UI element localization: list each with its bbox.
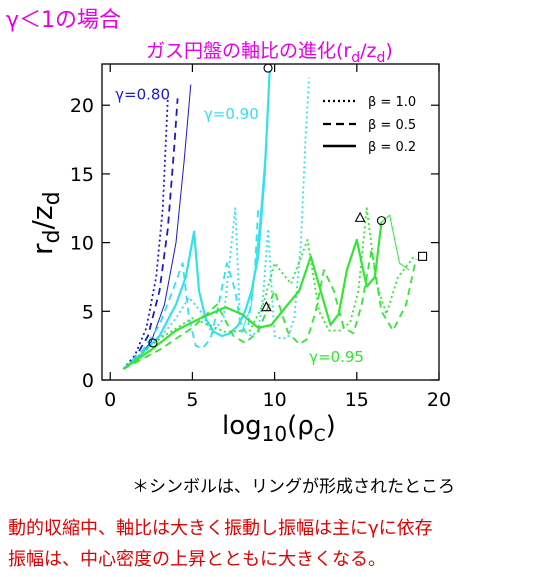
ring-markers <box>148 63 428 348</box>
x-axis-label-rest: (ρ <box>287 411 314 441</box>
series-gamma-0.95-beta-0.2 <box>122 221 383 370</box>
ring-marker-circle <box>263 63 273 73</box>
subtitle-sub2: d <box>376 50 386 66</box>
y-axis-label-mid: /z <box>26 205 59 229</box>
subtitle-mid: /z <box>360 40 377 62</box>
legend-label-beta-1.0: β = 1.0 <box>368 95 416 110</box>
legend-label-beta-0.2: β = 0.2 <box>368 140 416 155</box>
series-gamma-0.95-beta-0.2-tail <box>381 214 410 271</box>
series-gamma-0.95-beta-0.5 <box>122 248 417 370</box>
gamma-labels: γ=0.80 γ=0.90 γ=0.95 <box>115 86 364 366</box>
x-axis-label-end: ) <box>326 411 336 441</box>
subtitle-text: ガス円盤の軸比の進化(r <box>146 40 352 62</box>
y-tick-label: 0 <box>82 370 94 392</box>
ring-marker-circle <box>148 338 158 348</box>
page-subtitle: ガス円盤の軸比の進化(rd/zd) <box>146 36 393 66</box>
ring-marker-triangle <box>354 211 366 222</box>
ring-marker-circle <box>376 216 387 226</box>
legend: β = 1.0 β = 0.5 β = 0.2 <box>323 95 416 155</box>
ring-marker-square <box>418 251 428 261</box>
series-gamma-0.90-beta-0.2-thin <box>241 139 267 333</box>
subtitle-end: ) <box>385 40 393 62</box>
y-axis-label-r: r <box>26 243 59 255</box>
x-tick-label: 5 <box>186 389 198 411</box>
series-gamma-0.80-beta-1.0 <box>122 98 169 370</box>
y-tick-label: 15 <box>70 164 94 186</box>
legend-label-beta-0.5: β = 0.5 <box>368 118 416 133</box>
axis-ticks: 0 5 10 15 20 0 5 10 15 20 <box>70 64 451 411</box>
gamma-label: γ=0.90 <box>204 105 259 123</box>
subtitle-sub1: d <box>351 50 361 66</box>
x-tick-label: 15 <box>345 389 369 411</box>
gamma-label: γ=0.95 <box>309 348 364 366</box>
x-tick-label: 0 <box>104 389 116 411</box>
series-gamma-0.80-beta-0.5 <box>122 98 179 370</box>
plot-frame <box>101 63 440 381</box>
summary-line-2: 振幅は、中心密度の上昇とともに大きくなる。 <box>8 549 386 570</box>
x-axis-label-sub: 10 <box>262 422 287 446</box>
y-tick-label: 20 <box>70 95 94 117</box>
chart-series <box>122 70 417 370</box>
y-axis-label: rd/zd <box>26 191 65 255</box>
series-gamma-0.90-beta-1.0 <box>122 77 310 370</box>
summary-line-1: 動的収縮中、軸比は大きく振動し振幅は主にγに依存 <box>8 518 433 539</box>
series-gamma-0.90-beta-0.5 <box>122 208 260 370</box>
ring-marker-triangle <box>260 301 272 312</box>
x-axis-label-sub2: C <box>314 426 326 446</box>
x-axis-label: log10(ρC) <box>222 411 336 446</box>
x-axis-label-main: log <box>222 411 262 441</box>
gamma-label: γ=0.80 <box>115 86 170 104</box>
ring-axis-ratio-chart: 0 5 10 15 20 0 5 10 15 20 γ=0.80 γ=0.90 γ=0.95 β = … <box>26 63 451 446</box>
symbol-note: ＊シンボルは、リングが形成されたところ <box>132 477 455 497</box>
y-axis-label-sub2: d <box>40 191 65 205</box>
y-tick-label: 10 <box>70 233 94 255</box>
x-tick-label: 20 <box>427 389 451 411</box>
x-tick-label: 10 <box>263 389 287 411</box>
page-title: γ＜1の場合 <box>6 8 122 33</box>
y-tick-label: 5 <box>82 301 94 323</box>
y-axis-label-sub1: d <box>40 230 65 244</box>
